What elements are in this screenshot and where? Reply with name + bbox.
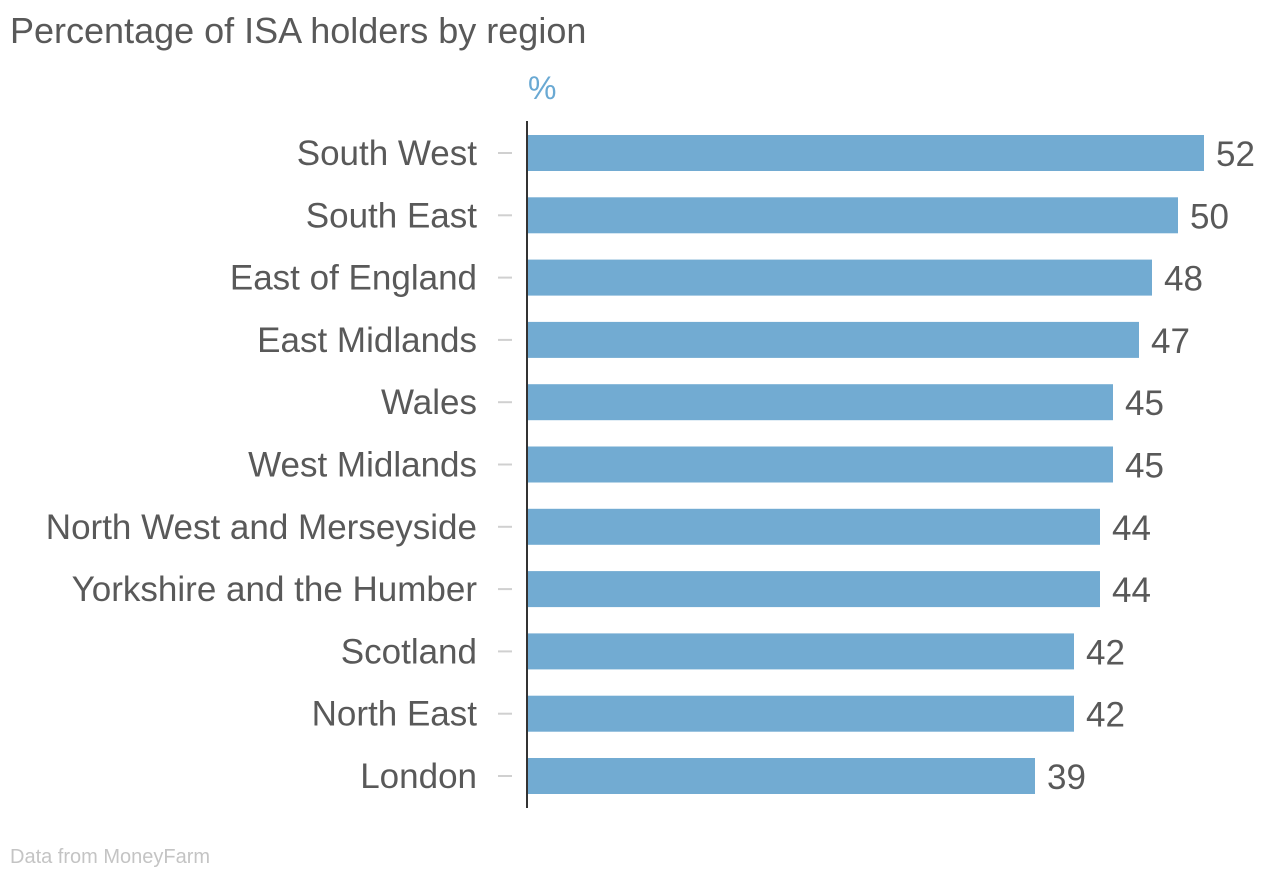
unit-label: % xyxy=(528,70,557,106)
bar xyxy=(528,633,1074,670)
category-label: London xyxy=(360,757,477,796)
category-label: Wales xyxy=(381,383,477,422)
value-label: 44 xyxy=(1112,509,1151,548)
category-label: East Midlands xyxy=(257,321,477,360)
bar xyxy=(528,695,1074,732)
value-label: 42 xyxy=(1086,633,1125,672)
bar xyxy=(528,758,1035,794)
value-label: 47 xyxy=(1151,322,1190,361)
category-label: South West xyxy=(297,134,478,173)
category-label: Scotland xyxy=(341,632,477,671)
bar xyxy=(528,321,1139,358)
value-label: 44 xyxy=(1112,571,1151,610)
category-label: Yorkshire and the Humber xyxy=(72,570,478,609)
category-label: North West and Merseyside xyxy=(46,508,477,547)
bar xyxy=(528,259,1152,296)
bar xyxy=(528,508,1100,545)
value-label: 39 xyxy=(1047,758,1086,797)
category-label: South East xyxy=(306,196,477,235)
bar xyxy=(528,446,1113,483)
value-label: 52 xyxy=(1216,135,1255,174)
value-label: 45 xyxy=(1125,384,1164,423)
chart-title: Percentage of ISA holders by region xyxy=(10,10,587,51)
value-label: 42 xyxy=(1086,696,1125,735)
value-label: 48 xyxy=(1164,260,1203,299)
value-label: 45 xyxy=(1125,447,1164,486)
bar xyxy=(528,197,1178,234)
category-label: North East xyxy=(312,695,478,734)
value-label: 50 xyxy=(1190,197,1229,236)
category-label: East of England xyxy=(230,259,477,298)
bar xyxy=(528,135,1204,171)
source-note: Data from MoneyFarm xyxy=(10,846,211,868)
bar xyxy=(528,571,1100,608)
category-label: West Midlands xyxy=(248,446,477,485)
bar xyxy=(528,384,1113,421)
